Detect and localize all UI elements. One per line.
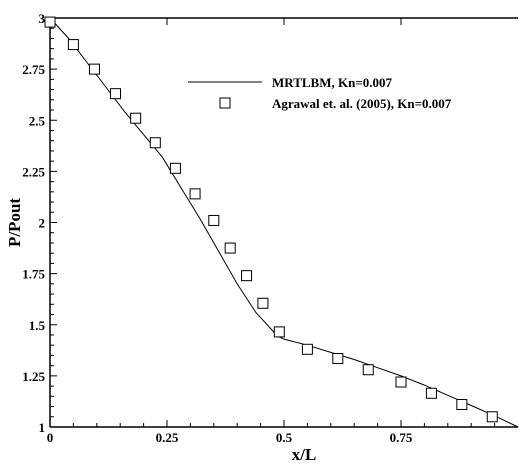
x-axis-label: x/L (292, 445, 317, 464)
x-tick-label: 0 (47, 430, 54, 445)
legend-label: MRTLBM, Kn=0.007 (272, 75, 392, 90)
data-point-agrawal (208, 214, 220, 226)
data-point-agrawal (110, 88, 122, 100)
x-tick-label: 0.75 (390, 430, 413, 445)
data-point-agrawal (189, 188, 201, 200)
x-axis-ticks: 0 0.25 0.5 0.75 (47, 18, 496, 445)
x-tick-label: 0.5 (276, 430, 293, 445)
y-axis-ticks: 1 1.25 1.5 1.75 2 2.25 2.5 2.75 3 (22, 11, 57, 435)
y-tick-label: 1.75 (22, 267, 45, 282)
series-layer (44, 16, 519, 428)
y-tick-label: 1 (39, 420, 46, 435)
legend: MRTLBM, Kn=0.007 Agrawal et. al. (2005), … (188, 75, 452, 111)
y-tick-label: 1.5 (29, 318, 46, 333)
data-point-agrawal (67, 39, 79, 51)
data-point-agrawal (130, 112, 142, 124)
data-point-agrawal (224, 242, 236, 254)
y-axis-label: P/Pout (5, 198, 24, 247)
data-point-agrawal (88, 63, 100, 75)
data-point-agrawal (169, 162, 181, 174)
data-point-agrawal (273, 326, 285, 338)
data-point-agrawal (149, 137, 161, 149)
data-point-agrawal (456, 399, 468, 411)
data-point-agrawal (395, 376, 407, 388)
legend-square-symbol (219, 97, 231, 109)
y-tick-label: 2.75 (22, 62, 45, 77)
x-tick-label: 0.25 (156, 430, 179, 445)
data-point-agrawal (301, 343, 313, 355)
data-point-agrawal (362, 364, 374, 376)
data-point-agrawal (257, 297, 269, 309)
data-point-agrawal (425, 387, 437, 399)
y-tick-label: 2 (39, 216, 46, 231)
y-tick-label: 3 (39, 11, 46, 26)
y-tick-label: 1.25 (22, 369, 45, 384)
data-point-agrawal (486, 411, 498, 423)
y-tick-label: 2.25 (22, 164, 45, 179)
data-point-agrawal (332, 352, 344, 364)
legend-label: Agrawal et. al. (2005), Kn=0.007 (272, 96, 452, 111)
data-point-agrawal (241, 270, 253, 282)
y-tick-label: 2.5 (29, 113, 46, 128)
data-point-agrawal (44, 16, 56, 28)
